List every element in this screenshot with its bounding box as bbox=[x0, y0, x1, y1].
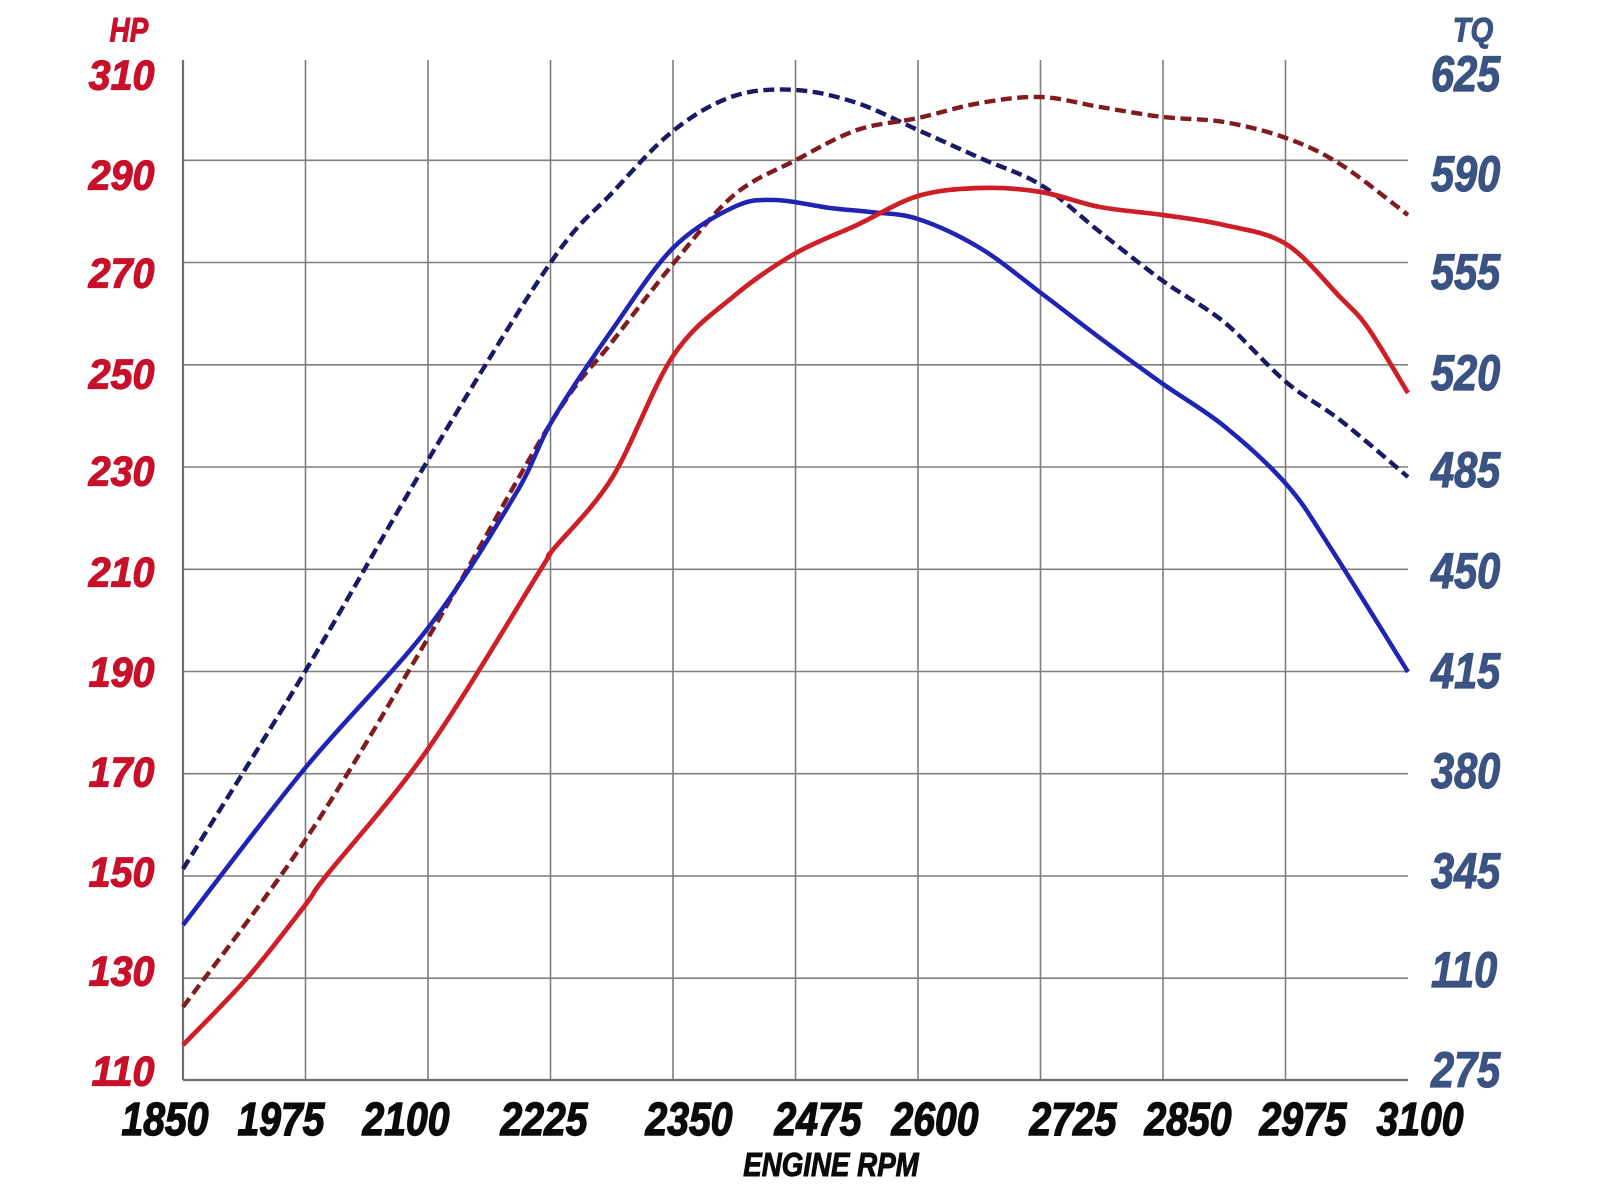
svg-text:2725: 2725 bbox=[1029, 1094, 1118, 1146]
svg-text:250: 250 bbox=[88, 350, 155, 397]
svg-text:270: 270 bbox=[88, 249, 155, 296]
svg-text:150: 150 bbox=[89, 848, 155, 895]
svg-text:170: 170 bbox=[89, 748, 155, 795]
svg-text:TQ: TQ bbox=[1453, 10, 1494, 49]
svg-text:2225: 2225 bbox=[500, 1094, 589, 1146]
svg-text:1850: 1850 bbox=[122, 1094, 209, 1146]
svg-text:HP: HP bbox=[110, 11, 149, 49]
svg-text:2100: 2100 bbox=[362, 1094, 450, 1146]
svg-text:2850: 2850 bbox=[1144, 1094, 1232, 1146]
svg-text:590: 590 bbox=[1431, 145, 1501, 202]
svg-text:290: 290 bbox=[88, 151, 155, 198]
svg-text:2600: 2600 bbox=[891, 1094, 979, 1146]
svg-text:520: 520 bbox=[1431, 344, 1501, 401]
svg-text:415: 415 bbox=[1430, 642, 1501, 699]
svg-text:2475: 2475 bbox=[774, 1094, 863, 1146]
svg-text:380: 380 bbox=[1431, 742, 1501, 799]
svg-text:110: 110 bbox=[1431, 941, 1498, 998]
svg-text:485: 485 bbox=[1430, 441, 1501, 498]
svg-text:555: 555 bbox=[1431, 243, 1502, 300]
svg-text:1975: 1975 bbox=[238, 1094, 326, 1146]
svg-text:345: 345 bbox=[1431, 842, 1502, 899]
svg-text:2350: 2350 bbox=[645, 1094, 733, 1146]
svg-text:625: 625 bbox=[1431, 45, 1502, 102]
svg-text:230: 230 bbox=[88, 447, 155, 494]
svg-text:2975: 2975 bbox=[1259, 1094, 1348, 1146]
svg-text:110: 110 bbox=[92, 1047, 155, 1094]
svg-text:ENGINE RPM: ENGINE RPM bbox=[743, 1147, 919, 1184]
svg-text:210: 210 bbox=[88, 548, 155, 595]
svg-text:190: 190 bbox=[89, 648, 155, 695]
svg-text:275: 275 bbox=[1430, 1041, 1501, 1098]
svg-text:130: 130 bbox=[89, 947, 155, 994]
svg-text:310: 310 bbox=[89, 51, 155, 98]
svg-text:3100: 3100 bbox=[1377, 1094, 1464, 1146]
svg-text:450: 450 bbox=[1430, 542, 1501, 599]
